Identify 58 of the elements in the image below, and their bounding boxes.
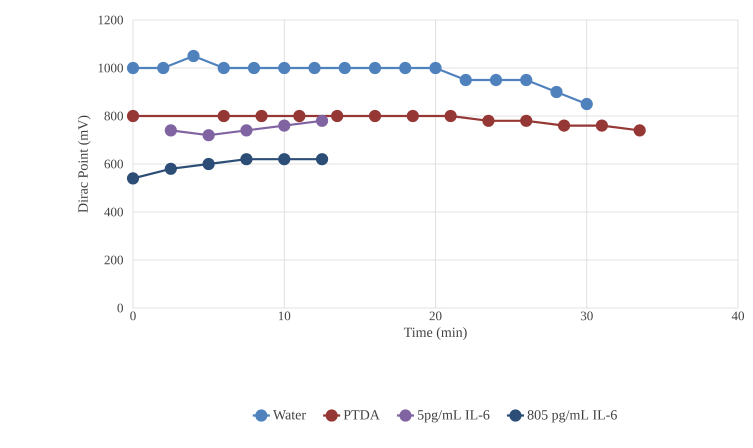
x-tick-label: 10 (278, 312, 290, 320)
point (558, 120, 570, 132)
y-tick-label: 400 (104, 208, 123, 216)
point (406, 110, 419, 122)
point (278, 120, 290, 132)
point (308, 62, 321, 74)
point (293, 110, 306, 122)
legend-label: Water (272, 410, 306, 420)
x-tick-label: 40 (732, 312, 744, 320)
x-axis-title: Time (min) (404, 327, 467, 340)
point (520, 74, 532, 86)
legend-label: 805 pg/mL IL-6 (528, 410, 617, 422)
y-axis-title: Dirac Point (mV) (78, 116, 91, 213)
point (164, 162, 177, 175)
point (202, 158, 215, 170)
y-tick-label: 0 (117, 304, 123, 312)
point (482, 114, 495, 127)
point (634, 124, 646, 136)
point (187, 50, 200, 62)
point (164, 124, 177, 136)
legend-label: PTDA (344, 410, 380, 420)
point (126, 62, 140, 74)
y-tick-label: 600 (104, 160, 123, 168)
point (218, 110, 230, 122)
point (316, 153, 328, 166)
point (429, 62, 442, 74)
point (338, 62, 351, 74)
point (399, 62, 412, 74)
point (240, 153, 253, 166)
point (460, 74, 472, 86)
y-tick-label: 1200 (98, 16, 123, 24)
point (316, 114, 328, 127)
point (126, 110, 140, 122)
legend-label: 5pg/mL IL-6 (418, 410, 490, 422)
x-tick-label: 30 (580, 312, 593, 320)
point (240, 124, 253, 136)
y-tick-label: 1000 (98, 64, 123, 72)
x-tick-label: 20 (430, 312, 442, 320)
x-tick-label: 0 (130, 312, 136, 320)
point (490, 74, 502, 86)
point (550, 86, 563, 98)
point (157, 62, 170, 74)
point (596, 120, 608, 132)
point (255, 110, 268, 122)
point (368, 62, 382, 74)
point (520, 114, 532, 127)
point (278, 62, 290, 74)
point (126, 172, 140, 184)
point (278, 153, 290, 166)
y-tick-label: 800 (104, 112, 123, 120)
point (218, 62, 230, 74)
y-tick-label: 200 (104, 256, 123, 264)
point (248, 62, 260, 74)
point (580, 98, 593, 110)
point (444, 110, 457, 122)
point (331, 110, 344, 122)
point (202, 129, 215, 142)
point (368, 110, 382, 122)
